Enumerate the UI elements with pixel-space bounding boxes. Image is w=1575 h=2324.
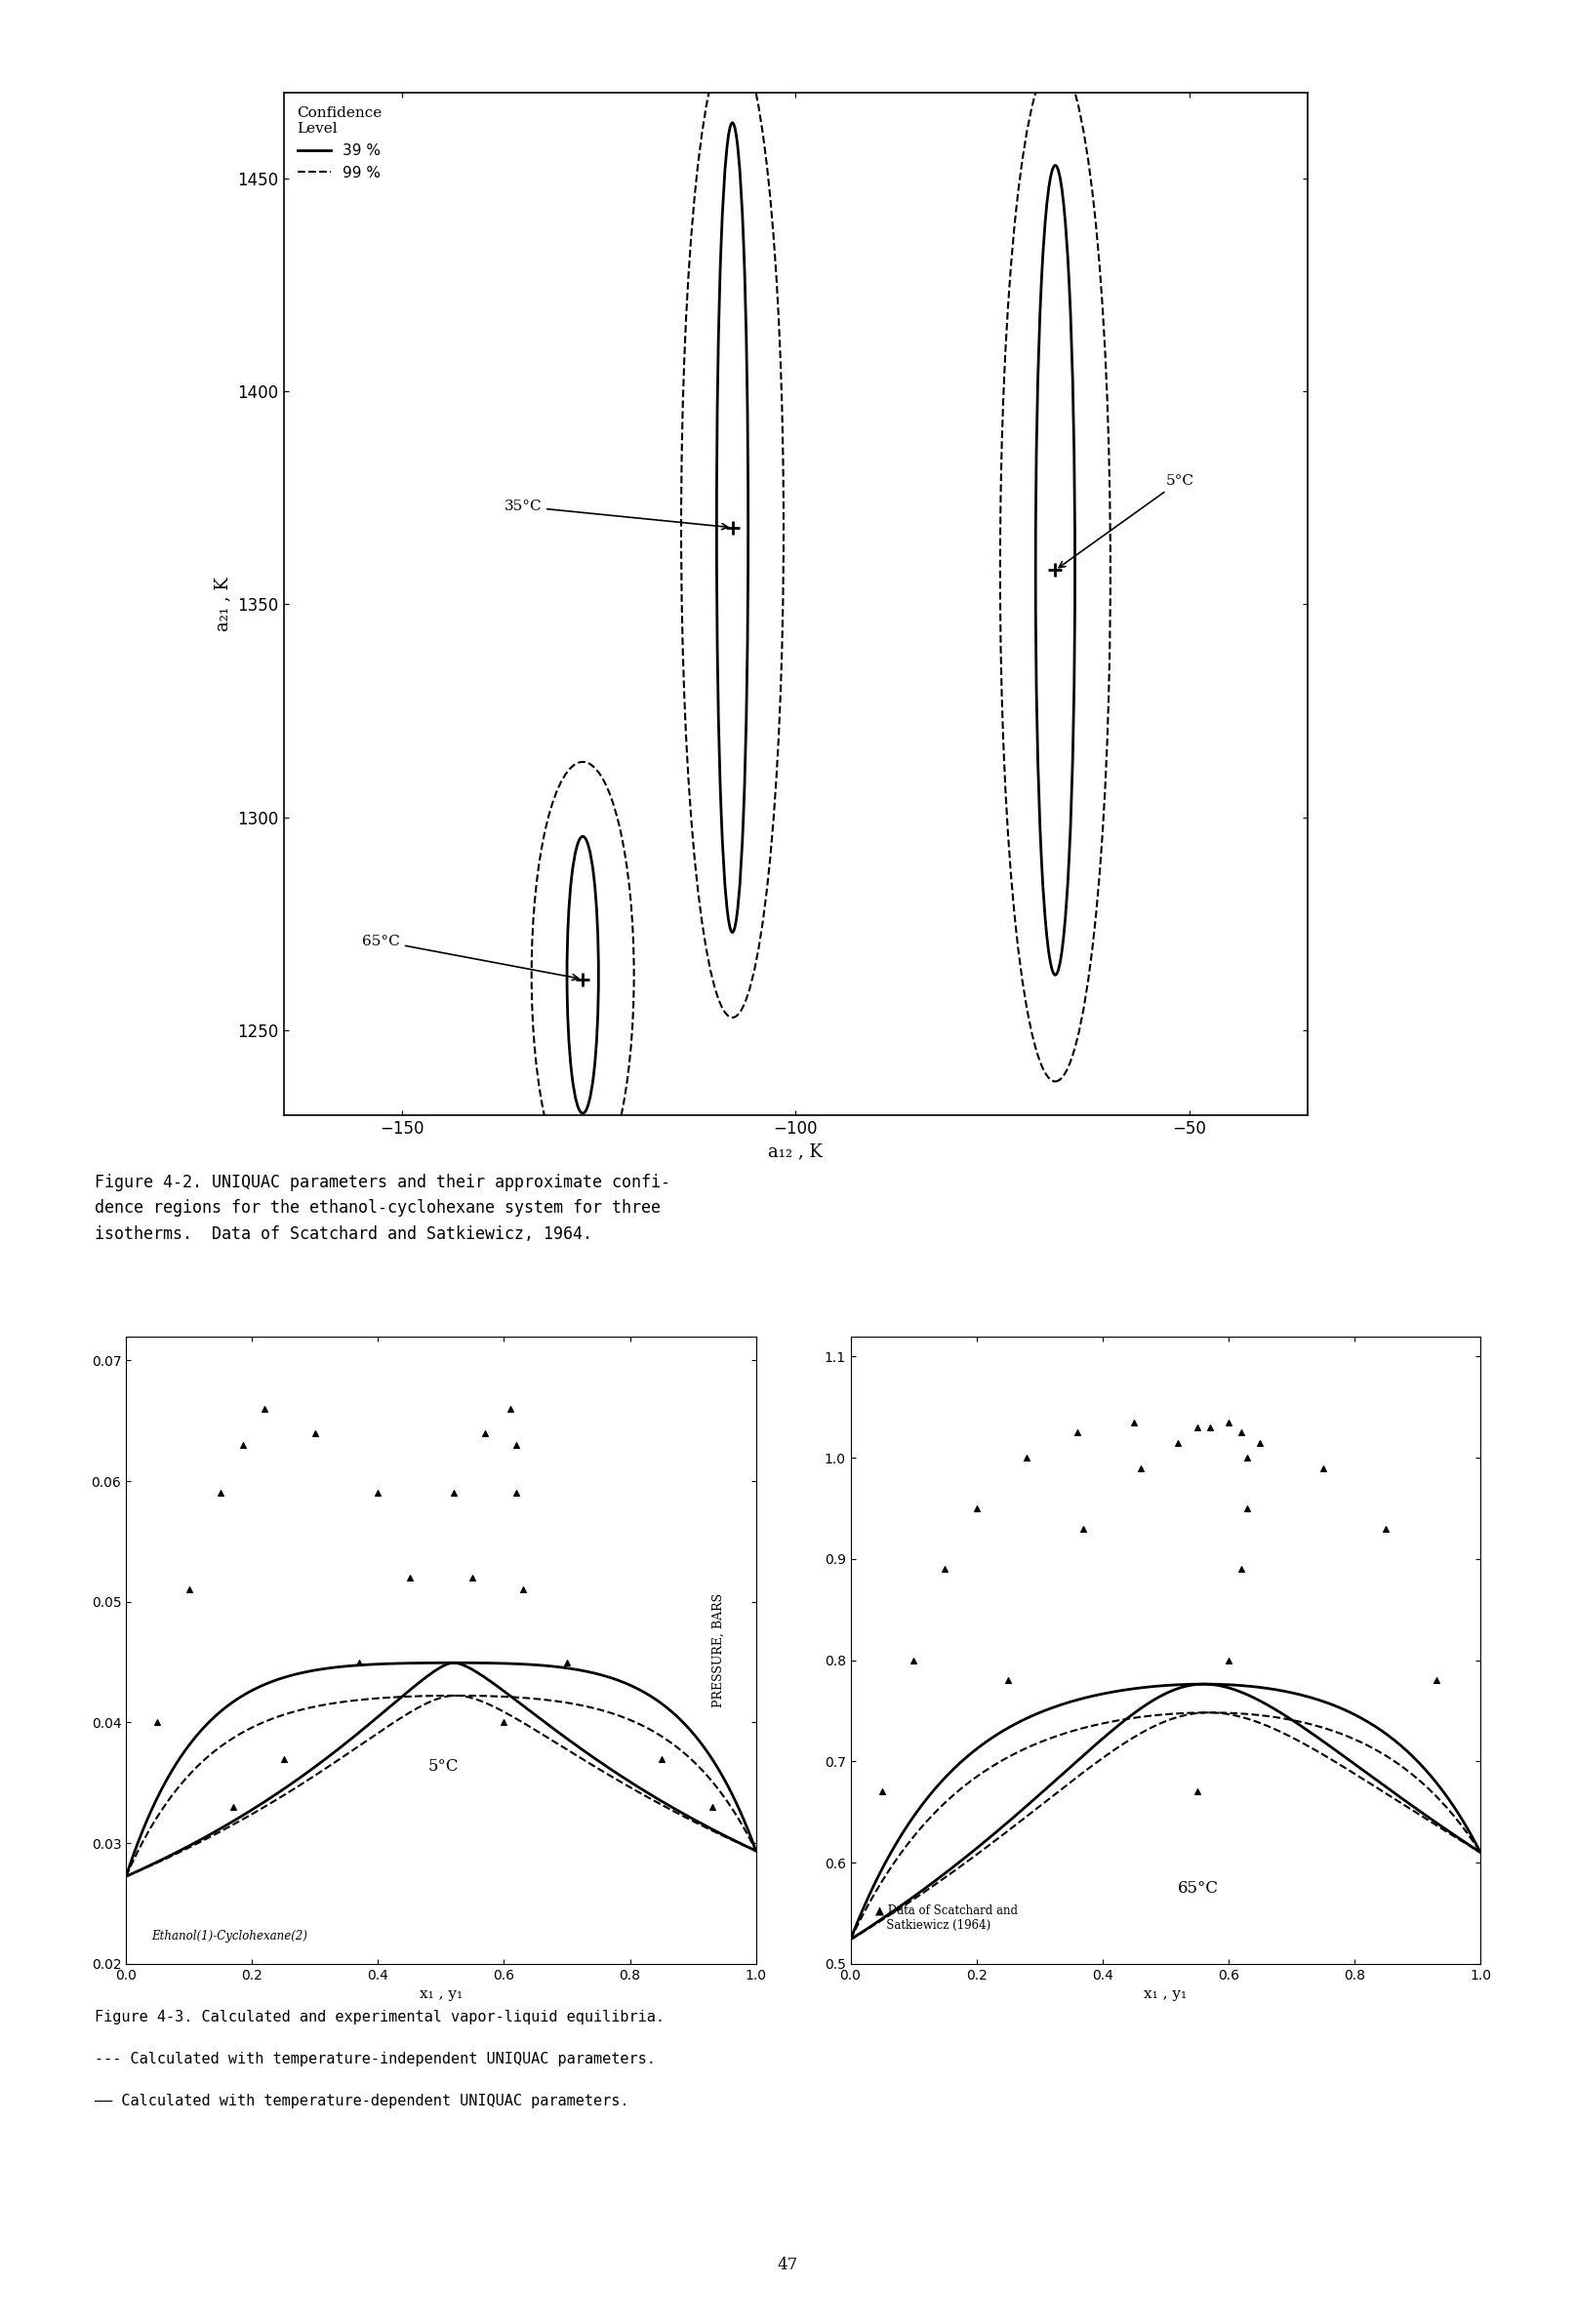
Y-axis label: a₂₁ , K: a₂₁ , K: [214, 576, 232, 632]
X-axis label: x₁ , y₁: x₁ , y₁: [1143, 1987, 1188, 2001]
Text: 5°C: 5°C: [428, 1757, 460, 1776]
Text: Figure 4-3. Calculated and experimental vapor-liquid equilibria.: Figure 4-3. Calculated and experimental …: [94, 2010, 665, 2024]
Text: 65°C: 65°C: [362, 934, 578, 981]
Text: Figure 4-2. UNIQUAC parameters and their approximate confi-
dence regions for th: Figure 4-2. UNIQUAC parameters and their…: [94, 1174, 671, 1243]
X-axis label: a₁₂ , K: a₁₂ , K: [769, 1143, 822, 1160]
Text: 35°C: 35°C: [504, 500, 728, 530]
X-axis label: x₁ , y₁: x₁ , y₁: [419, 1987, 463, 2001]
Text: 65°C: 65°C: [1178, 1880, 1219, 1896]
Text: 47: 47: [776, 2257, 799, 2273]
Text: Ethanol(1)-Cyclohexane(2): Ethanol(1)-Cyclohexane(2): [151, 1929, 307, 1943]
Y-axis label: PRESSURE, BARS: PRESSURE, BARS: [712, 1592, 724, 1708]
Legend: 39 %, 99 %: 39 %, 99 %: [291, 100, 387, 186]
Text: —— Calculated with temperature-dependent UNIQUAC parameters.: —— Calculated with temperature-dependent…: [94, 2094, 628, 2108]
Text: --- Calculated with temperature-independent UNIQUAC parameters.: --- Calculated with temperature-independ…: [94, 2052, 655, 2066]
Text: ▲ Data of Scatchard and
   Satkiewicz (1964): ▲ Data of Scatchard and Satkiewicz (1964…: [876, 1903, 1017, 1931]
Text: 5°C: 5°C: [1058, 474, 1194, 567]
